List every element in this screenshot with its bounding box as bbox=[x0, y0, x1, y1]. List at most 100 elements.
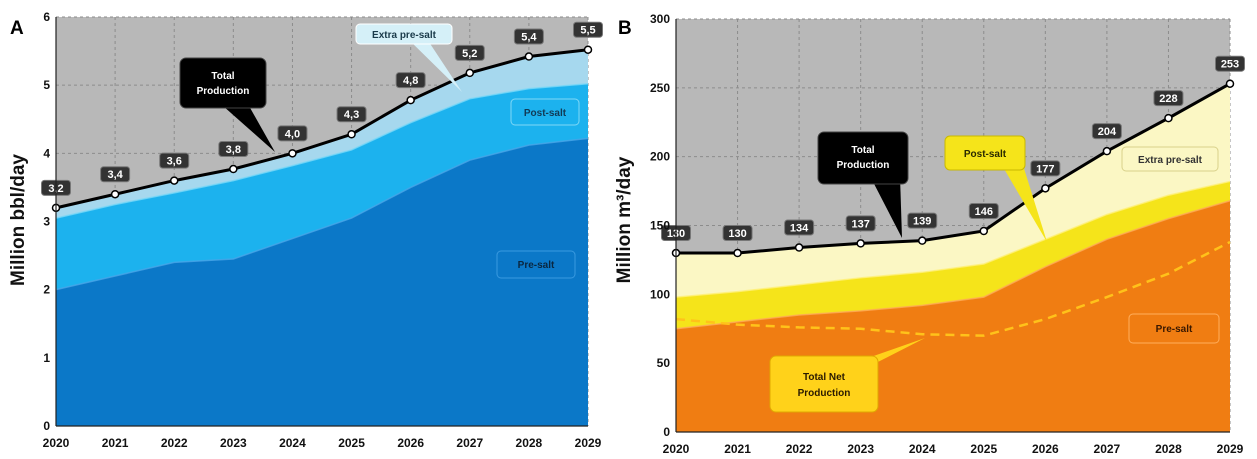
x-tick-label: 2026 bbox=[397, 436, 424, 450]
y-tick-label: 4 bbox=[43, 146, 50, 160]
total-production-point bbox=[794, 243, 804, 252]
data-label: 3,8 bbox=[226, 144, 241, 156]
callout-box bbox=[769, 355, 879, 413]
callout-pointer bbox=[405, 36, 462, 92]
data-label-badge bbox=[784, 219, 815, 236]
total-production-point bbox=[1041, 184, 1050, 193]
total-production-point bbox=[1102, 146, 1112, 156]
x-tick-label: 2023 bbox=[220, 436, 247, 450]
y-axis-title-b: Million m³/day bbox=[614, 156, 635, 283]
data-label: 139 bbox=[913, 216, 931, 228]
data-label: 4,8 bbox=[403, 75, 418, 87]
callout-box bbox=[1128, 313, 1220, 344]
x-tick-label: 2023 bbox=[847, 442, 874, 456]
data-label: 137 bbox=[851, 218, 869, 230]
data-label-badge bbox=[968, 203, 999, 220]
callout-text-line2: Production bbox=[837, 160, 890, 171]
total-production-point bbox=[524, 52, 534, 61]
x-tick-label: 2022 bbox=[786, 442, 813, 456]
data-label: 228 bbox=[1159, 93, 1177, 105]
data-label-badge bbox=[845, 215, 876, 232]
total-production-line bbox=[676, 82, 1231, 255]
callout-box bbox=[1121, 146, 1219, 172]
data-label-badge bbox=[159, 152, 190, 169]
callout-box bbox=[817, 131, 909, 185]
y-tick-label: 200 bbox=[650, 150, 670, 164]
data-label-badge bbox=[573, 21, 603, 38]
x-tick-label: 2027 bbox=[456, 436, 483, 450]
callout-post-salt-a: Post-salt bbox=[510, 98, 580, 126]
callout-box bbox=[496, 250, 576, 279]
total-production-point bbox=[917, 236, 927, 245]
area-pre-salt bbox=[56, 138, 588, 426]
total-production-point bbox=[979, 226, 989, 236]
data-label: 4,0 bbox=[285, 128, 300, 140]
x-tick-label: 2021 bbox=[724, 442, 751, 456]
total-net-production-line bbox=[675, 240, 1231, 337]
y-tick-label: 2 bbox=[43, 283, 50, 297]
x-tick-label: 2028 bbox=[516, 436, 543, 450]
data-label-badge bbox=[513, 28, 544, 45]
callout-text-line1: Total Net bbox=[803, 372, 846, 383]
total-production-point bbox=[110, 189, 120, 199]
x-tick-label: 2020 bbox=[663, 442, 690, 456]
y-axis-title-a: Million bbl/day bbox=[8, 154, 29, 286]
data-label-badge bbox=[277, 125, 308, 142]
data-label: 253 bbox=[1221, 59, 1239, 71]
area-edge-post-salt bbox=[675, 180, 1231, 298]
data-label-badge bbox=[1215, 55, 1245, 72]
callout-box bbox=[179, 57, 267, 109]
y-tick-label: 100 bbox=[650, 287, 670, 301]
x-tick-label: 2020 bbox=[43, 436, 70, 450]
y-tick-label: 300 bbox=[650, 12, 670, 26]
x-tick-label: 2026 bbox=[1032, 442, 1059, 456]
total-production-point bbox=[169, 176, 179, 185]
area-edge-post-salt bbox=[55, 83, 589, 219]
callout-pointer bbox=[870, 176, 902, 238]
total-production-point bbox=[733, 248, 742, 258]
y-tick-label: 1 bbox=[43, 351, 50, 365]
total-production-point bbox=[856, 239, 865, 248]
data-label-badge bbox=[395, 72, 426, 89]
callout-box bbox=[944, 135, 1026, 171]
callout-text-line1: Total bbox=[211, 71, 234, 82]
total-production-point bbox=[288, 149, 297, 158]
total-production-point bbox=[347, 129, 356, 139]
data-label-badge bbox=[218, 141, 249, 158]
data-label-badge bbox=[722, 225, 753, 242]
callout-pointer bbox=[1000, 162, 1047, 242]
area-edge-pre-salt bbox=[675, 199, 1231, 330]
panel-label-b: B bbox=[618, 18, 632, 39]
data-label: 3,4 bbox=[107, 169, 123, 181]
x-tick-label: 2029 bbox=[575, 436, 602, 450]
total-production-point bbox=[1225, 79, 1235, 88]
data-label: 204 bbox=[1098, 126, 1117, 138]
panel-label-a: A bbox=[10, 18, 24, 39]
callout-box bbox=[355, 23, 453, 45]
x-tick-label: 2024 bbox=[279, 436, 306, 450]
y-tick-label: 6 bbox=[43, 10, 50, 24]
callout-total-production-a: Total Production bbox=[179, 57, 275, 152]
x-tick-label: 2027 bbox=[1094, 442, 1121, 456]
y-tick-label: 5 bbox=[43, 78, 50, 92]
y-tick-label: 50 bbox=[657, 356, 671, 370]
callout-pre-salt-b: Pre-salt bbox=[1128, 313, 1220, 344]
total-production-point bbox=[1164, 113, 1173, 123]
data-label: 130 bbox=[728, 228, 746, 240]
y-tick-label: 250 bbox=[650, 81, 670, 95]
x-tick-label: 2024 bbox=[909, 442, 936, 456]
data-label-badge bbox=[1030, 160, 1061, 177]
y-tick-label: 3 bbox=[43, 215, 50, 229]
x-tick-label: 2021 bbox=[102, 436, 129, 450]
data-label: 4,3 bbox=[344, 109, 359, 121]
data-label: 5,5 bbox=[580, 25, 595, 37]
callout-text-line1: Total bbox=[851, 145, 874, 156]
data-label-badge bbox=[100, 166, 131, 183]
callout-pre-salt-a: Pre-salt bbox=[496, 250, 576, 279]
callout-text: Pre-salt bbox=[1156, 324, 1193, 335]
area-edge-pre-salt bbox=[55, 137, 589, 291]
callout-total-net-production-b: Total Net Production bbox=[769, 338, 925, 413]
callout-text: Extra pre-salt bbox=[372, 30, 437, 41]
